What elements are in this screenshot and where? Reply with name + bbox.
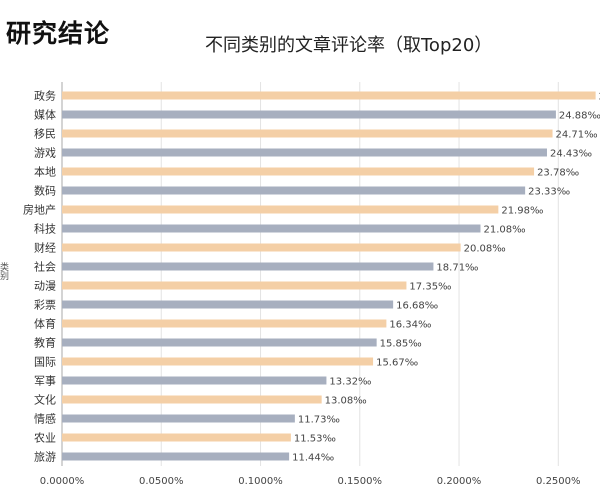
category-label: 社会: [34, 260, 56, 274]
chart-title: 不同类别的文章评论率（取Top20）: [205, 35, 493, 56]
bar: [62, 167, 535, 176]
x-tick-labels: 0.0000% 0.0500% 0.1000% 0.1500% 0.2000% 0.250…: [40, 476, 581, 487]
data-labels: 26 24.88‰ 24.71‰ 24.43‰ 23.78‰ 23.33‰ 21.98‰ 21…: [292, 92, 600, 464]
bar: [62, 452, 290, 461]
category-label: 体育: [34, 317, 56, 331]
bar: [62, 395, 322, 404]
bar: [62, 243, 461, 252]
bar: [62, 281, 407, 290]
bar: [62, 338, 377, 347]
bar: [62, 376, 327, 385]
bar: [62, 300, 394, 309]
data-label: 13.08‰: [325, 396, 367, 407]
category-label: 教育: [34, 336, 56, 350]
category-label: 数码: [34, 185, 56, 198]
category-label: 旅游: [34, 450, 56, 464]
bar: [62, 186, 526, 195]
bar: [62, 262, 434, 271]
bar: [62, 110, 556, 119]
data-label: 21.08‰: [483, 225, 525, 236]
category-label: 游戏: [34, 147, 56, 160]
category-label: 媒体: [34, 108, 56, 122]
data-label: 11.53‰: [294, 434, 336, 445]
category-label: 动漫: [34, 279, 56, 293]
category-label: 科技: [34, 222, 56, 236]
data-label: 16.34‰: [389, 320, 431, 331]
bar: [62, 129, 553, 138]
x-tick-label: 0.0500%: [139, 476, 184, 487]
data-label: 23.78‰: [537, 168, 579, 179]
x-tick-label: 0.2500%: [536, 476, 581, 487]
category-label: 情感: [34, 413, 56, 426]
data-label: 13.32‰: [329, 377, 371, 388]
x-tick-label: 0.1000%: [238, 476, 283, 487]
data-label: 17.35‰: [409, 282, 451, 293]
category-label: 国际: [34, 356, 56, 369]
bar: [62, 91, 596, 100]
category-label: 财经: [34, 241, 56, 255]
bar: [62, 319, 387, 328]
data-label: 23.33‰: [528, 187, 570, 198]
x-tick-label: 0.2000%: [437, 476, 482, 487]
data-label: 15.67‰: [376, 358, 418, 369]
section-title: 研究结论: [6, 19, 111, 48]
category-label: 本地: [34, 165, 56, 179]
category-label: 文化: [34, 393, 56, 407]
category-labels: 政务媒体移民游戏本地数码房地产科技财经社会动漫彩票体育教育国际军事文化情感农业旅…: [23, 89, 56, 464]
data-label: 24.43‰: [550, 149, 592, 160]
data-label: 26: [599, 92, 600, 103]
bar: [62, 205, 499, 214]
bar: [62, 148, 547, 157]
bar: [62, 357, 374, 366]
data-label: 21.98‰: [501, 206, 543, 217]
data-label: 20.08‰: [464, 244, 506, 255]
x-tick-label: 0.1500%: [338, 476, 383, 487]
category-label: 彩票: [34, 299, 56, 312]
data-label: 11.73‰: [298, 415, 340, 426]
bar: [62, 224, 481, 233]
category-label: 政务: [34, 89, 56, 103]
bar: [62, 433, 291, 442]
data-label: 16.68‰: [396, 301, 438, 312]
data-label: 18.71‰: [436, 263, 478, 274]
category-label: 农业: [34, 431, 56, 445]
category-label: 房地产: [23, 203, 56, 217]
gridlines: [61, 82, 559, 466]
bars: [62, 91, 596, 461]
y-axis-label: 类别: [0, 262, 8, 280]
data-label: 24.88‰: [559, 111, 600, 122]
data-label: 24.71‰: [556, 130, 598, 141]
bar: [62, 414, 295, 423]
data-label: 11.44‰: [292, 453, 334, 464]
category-label: 移民: [34, 128, 56, 141]
x-tick-label: 0.0000%: [40, 476, 85, 487]
category-label: 军事: [34, 375, 56, 388]
data-label: 15.85‰: [380, 339, 422, 350]
